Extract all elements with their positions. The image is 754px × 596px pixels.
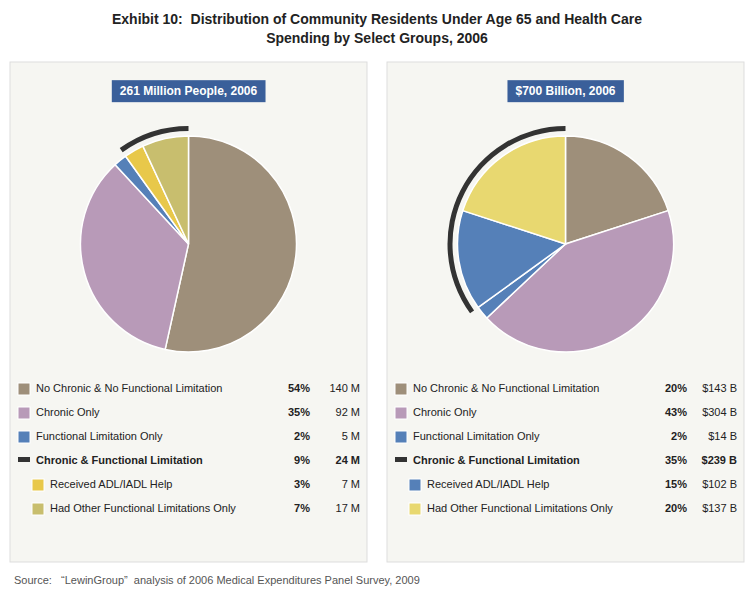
value-label: 2% — [671, 430, 687, 442]
group-arc — [447, 126, 565, 313]
legend-label: Received ADL/IADL Help — [50, 478, 173, 490]
group-amount-label: $239 B — [702, 454, 738, 466]
value-label: 54% — [288, 382, 310, 394]
chart: Exhibit 10: Distribution of Community Re… — [0, 0, 754, 596]
legend-swatch — [395, 431, 407, 443]
amount-label: 7 M — [342, 478, 360, 490]
value-label: 15% — [665, 478, 687, 490]
legend-swatch — [395, 383, 407, 395]
pie-title-background — [112, 80, 266, 102]
amount-label: 140 M — [329, 382, 360, 394]
source: Source: “LewinGroup” analysis of 2006 Me… — [14, 574, 420, 586]
legend-label: Chronic Only — [36, 406, 100, 418]
pie-slice — [463, 136, 566, 244]
amount-label: $14 B — [708, 430, 737, 442]
panel-background — [10, 62, 367, 562]
panel: 261 Million People, 2006 No Chronic & No … — [10, 62, 367, 562]
legend-label: No Chronic & No Functional Limitation — [413, 382, 599, 394]
legend-swatch — [18, 431, 30, 443]
value-label: 43% — [665, 406, 687, 418]
legend-swatch — [409, 479, 421, 491]
amount-label: 5 M — [342, 430, 360, 442]
panel: $700 Billion, 2006 No Chronic & No Functi… — [387, 62, 744, 562]
legend-swatch — [18, 383, 30, 395]
legend-swatch — [409, 503, 421, 515]
value-label: 35% — [288, 406, 310, 418]
title: Spending by Select Groups, 2006 — [266, 30, 488, 46]
legend: No Chronic & No Functional Limitation 54%… — [18, 382, 360, 515]
value-label: 2% — [294, 430, 310, 442]
legend-swatch — [32, 503, 44, 515]
amount-label: $304 B — [702, 406, 737, 418]
group-arc — [120, 126, 189, 152]
value-label: 20% — [665, 502, 687, 514]
legend-label: Had Other Functional Limitations Only — [427, 502, 613, 514]
value-label: 20% — [665, 382, 687, 394]
group-amount-label: 24 M — [336, 454, 360, 466]
group-label: Chronic & Functional Limitation — [413, 454, 580, 466]
legend-swatch — [32, 479, 44, 491]
amount-label: $137 B — [702, 502, 737, 514]
legend: No Chronic & No Functional Limitation 20%… — [395, 382, 737, 515]
amount-label: $102 B — [702, 478, 737, 490]
value-label: 7% — [294, 502, 310, 514]
legend-label: Had Other Functional Limitations Only — [50, 502, 236, 514]
legend-label: Received ADL/IADL Help — [427, 478, 550, 490]
group-value-label: 9% — [294, 454, 310, 466]
panel-background — [387, 62, 744, 562]
title: Exhibit 10: Distribution of Community Re… — [112, 11, 642, 27]
legend-label: No Chronic & No Functional Limitation — [36, 382, 222, 394]
legend-label: Chronic Only — [413, 406, 477, 418]
amount-label: 92 M — [336, 406, 360, 418]
group-value-label: 35% — [665, 454, 687, 466]
value-label: 3% — [294, 478, 310, 490]
pie — [81, 126, 297, 352]
legend-label: Functional Limitation Only — [413, 430, 540, 442]
pie-title-background — [507, 80, 623, 102]
pie — [447, 126, 673, 352]
amount-label: 17 M — [336, 502, 360, 514]
legend-swatch — [395, 457, 407, 462]
pie-title: 261 Million People, 2006 — [120, 84, 258, 98]
group-label: Chronic & Functional Limitation — [36, 454, 203, 466]
legend-swatch — [18, 457, 30, 462]
pie-slice — [143, 136, 189, 244]
amount-label: $143 B — [702, 382, 737, 394]
legend-label: Functional Limitation Only — [36, 430, 163, 442]
legend-swatch — [18, 407, 30, 419]
legend-swatch — [395, 407, 407, 419]
pie-title: $700 Billion, 2006 — [515, 84, 615, 98]
